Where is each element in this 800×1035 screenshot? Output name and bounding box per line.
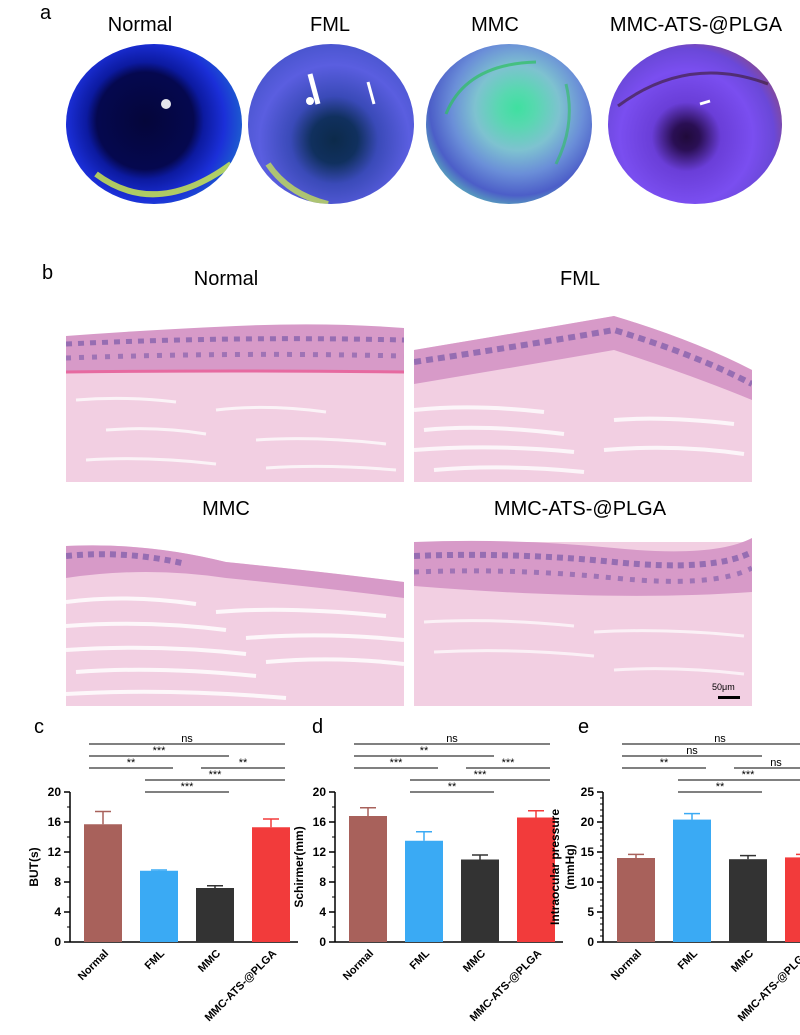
eye-photo-mmc xyxy=(426,44,592,204)
y-tick-label: 4 xyxy=(319,905,326,919)
significance-label: *** xyxy=(390,757,404,769)
y-tick-label: 0 xyxy=(319,935,326,949)
x-tick-label-normal: Normal xyxy=(76,948,111,983)
x-tick-label-mmc: MMC xyxy=(461,948,488,975)
y-axis-label: BUT(s) xyxy=(27,847,41,886)
x-tick-label-mmc: MMC xyxy=(729,948,756,975)
significance-label: *** xyxy=(181,781,195,793)
bar-mmc-ats-plga xyxy=(517,817,555,942)
significance-label: *** xyxy=(153,745,167,757)
y-tick-label: 4 xyxy=(54,905,61,919)
panel-e-letter: e xyxy=(578,716,590,738)
panel-a-label-fml: FML xyxy=(310,14,350,36)
significance-label: ** xyxy=(660,757,669,769)
significance-label: ns xyxy=(770,757,782,769)
bar-normal xyxy=(349,816,387,942)
x-tick-label-fml: FML xyxy=(143,947,168,972)
bar-mmc xyxy=(196,888,234,942)
eye-photo-fml xyxy=(248,44,414,204)
y-tick-label: 10 xyxy=(581,875,595,889)
significance-label: ns xyxy=(714,733,726,745)
bar-mmc-ats-plga xyxy=(252,827,290,942)
panel-b-letter: b xyxy=(42,262,54,284)
panel-a-label-mmc-ats-plga: MMC-ATS-@PLGA xyxy=(609,14,783,36)
y-tick-label: 15 xyxy=(581,845,595,859)
x-tick-label-fml: FML xyxy=(676,947,701,972)
y-tick-label: 25 xyxy=(581,785,595,799)
y-tick-label: 0 xyxy=(587,935,594,949)
panel-a-letter: a xyxy=(40,2,52,24)
significance-label: ** xyxy=(448,781,457,793)
x-tick-label-normal: Normal xyxy=(609,948,644,983)
y-tick-label: 0 xyxy=(54,935,61,949)
panel-b-label-normal: Normal xyxy=(193,268,259,290)
histology-fml xyxy=(414,300,752,482)
y-tick-label: 20 xyxy=(313,785,327,799)
y-tick-label: 8 xyxy=(54,875,61,889)
histology-normal xyxy=(66,300,404,482)
scale-bar-label: 50μm xyxy=(712,682,735,692)
x-tick-label-fml: FML xyxy=(408,947,433,972)
y-tick-label: 5 xyxy=(587,905,594,919)
panel-a-label-normal: Normal xyxy=(107,14,173,36)
panel-c-letter: c xyxy=(34,716,44,738)
y-tick-label: 16 xyxy=(48,815,62,829)
eye-photo-mmc-ats-plga xyxy=(608,44,782,204)
y-tick-label: 20 xyxy=(581,815,595,829)
bar-mmc xyxy=(461,859,499,942)
eye-photo-normal xyxy=(66,44,242,204)
significance-label: ** xyxy=(716,781,725,793)
x-tick-label-mmc: MMC xyxy=(196,948,223,975)
panel-b-label-fml: FML xyxy=(560,268,600,290)
y-axis-label-line: (mmHg) xyxy=(563,844,577,889)
histology-mmc xyxy=(66,522,404,706)
y-axis-label: Schirmer(mm) xyxy=(292,826,306,907)
panel-d-letter: d xyxy=(312,716,324,738)
significance-label: *** xyxy=(209,769,223,781)
bar-fml xyxy=(405,840,443,942)
chart-intraocular-pressure: 0 5 10 15 20 25 Intraocular pressure (mmHg) Norm… xyxy=(548,733,800,1024)
significance-label: ** xyxy=(420,745,429,757)
significance-label: *** xyxy=(502,757,516,769)
histology-mmc-ats-plga: 50μm xyxy=(414,522,752,706)
y-tick-label: 16 xyxy=(313,815,327,829)
y-tick-label: 12 xyxy=(48,845,62,859)
panel-a-label-mmc: MMC xyxy=(471,14,519,36)
x-tick-label-normal: Normal xyxy=(341,948,376,983)
panel-b-label-mmc-ats-plga: MMC-ATS-@PLGA xyxy=(493,498,667,520)
significance-label: *** xyxy=(742,769,756,781)
panel-b-label-mmc: MMC xyxy=(202,498,250,520)
significance-label: ns xyxy=(446,733,458,745)
y-axis-label-line: Intraocular pressure xyxy=(548,809,562,925)
y-tick-label: 8 xyxy=(319,875,326,889)
bar-normal xyxy=(84,824,122,942)
bar-mmc-ats-plga xyxy=(785,857,800,942)
y-tick-label: 20 xyxy=(48,785,62,799)
bar-fml xyxy=(140,870,178,942)
y-tick-label: 12 xyxy=(313,845,327,859)
bar-mmc xyxy=(729,859,767,942)
bar-normal xyxy=(617,858,655,942)
significance-label: ns xyxy=(686,745,698,757)
significance-label: ** xyxy=(239,757,248,769)
significance-label: ns xyxy=(181,733,193,745)
significance-label: ** xyxy=(127,757,136,769)
significance-label: *** xyxy=(474,769,488,781)
bar-fml xyxy=(673,819,711,942)
